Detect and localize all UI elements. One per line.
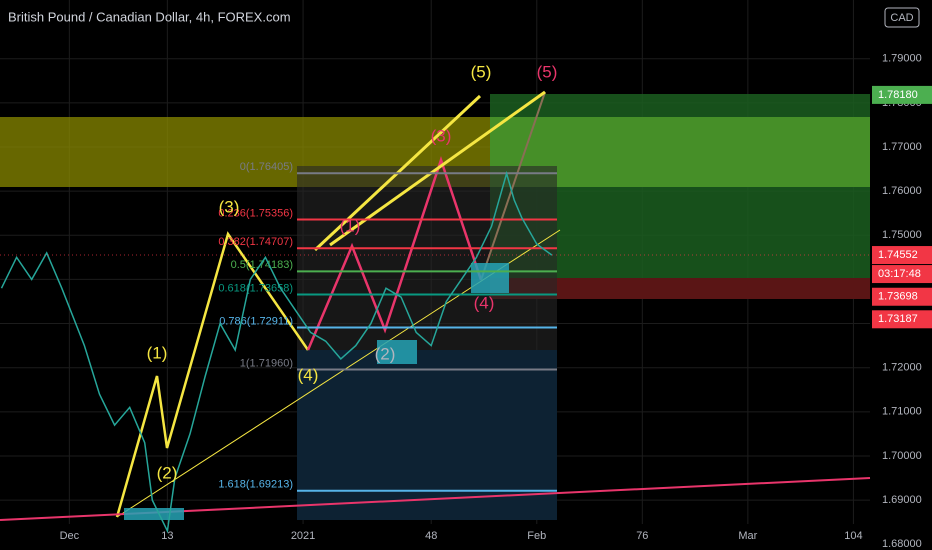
fib-label: 0.382(1.74707) [218, 236, 293, 248]
x-tick-label: Mar [738, 530, 757, 542]
y-tick-label: 1.71000 [882, 406, 922, 418]
countdown-badge [872, 265, 932, 284]
wave-label: (2) [375, 344, 396, 363]
target-box [471, 263, 509, 293]
price-line [0, 170, 553, 534]
wave-label: (3) [431, 126, 452, 145]
x-tick-label: 2021 [291, 530, 315, 542]
price-badge-label: 1.78180 [878, 89, 918, 101]
currency[interactable]: CAD [890, 12, 913, 24]
y-tick-label: 1.72000 [882, 362, 922, 374]
price-badge-label: 1.73187 [878, 313, 918, 325]
y-tick-label: 1.79000 [882, 53, 922, 65]
fib-zone [297, 166, 557, 350]
fib-label: 0.786(1.72911) [219, 315, 293, 327]
y-tick-label: 1.70000 [882, 450, 922, 462]
x-tick-label: Feb [527, 530, 546, 542]
price-badge [872, 310, 932, 329]
target-box [377, 340, 417, 364]
wave-label: (4) [474, 293, 495, 312]
wave-label: (3) [219, 197, 240, 216]
fib-label: 0.618(1.73658) [218, 282, 293, 294]
fib-label: 0.5(1.74183) [231, 259, 293, 271]
price-badge [872, 246, 932, 265]
countdown: 03:17:48 [878, 268, 921, 280]
price-badge [872, 85, 932, 104]
price-badge-label: 1.73698 [878, 291, 918, 303]
chart-title: British Pound / Canadian Dollar, 4h, FOR… [8, 9, 291, 24]
x-tick-label: 13 [161, 530, 173, 542]
x-tick-label: 48 [425, 530, 437, 542]
y-tick-label: 1.77000 [882, 141, 922, 153]
stop-zone [490, 278, 870, 299]
price-badge [872, 287, 932, 306]
fib-label: 0.236(1.75356) [218, 207, 293, 219]
wave-label: (5) [471, 62, 492, 81]
wave-label: (1) [340, 216, 361, 235]
x-tick-label: 76 [636, 530, 648, 542]
y-tick-label: 1.68000 [882, 538, 922, 550]
wave-label: (2) [157, 463, 178, 482]
y-tick-label: 1.75000 [882, 229, 922, 241]
wave-label: (4) [298, 365, 319, 384]
fib-label: 1.618(1.69213) [218, 479, 293, 491]
fib-label: 1(1.71960) [240, 357, 293, 369]
price-badge-label: 1.74552 [878, 249, 918, 261]
time-axis [0, 524, 870, 550]
target-box [124, 508, 184, 520]
wave-label: (5) [537, 62, 558, 81]
wave-line-pink [306, 156, 483, 351]
wave-label: (1) [147, 343, 168, 362]
fib-label: 0(1.76405) [240, 161, 293, 173]
currency-badge[interactable] [884, 7, 920, 28]
y-tick-label: 1.69000 [882, 494, 922, 506]
x-tick-label: Dec [60, 530, 80, 542]
x-tick-label: 104 [844, 530, 862, 542]
y-tick-label: 1.76000 [882, 185, 922, 197]
